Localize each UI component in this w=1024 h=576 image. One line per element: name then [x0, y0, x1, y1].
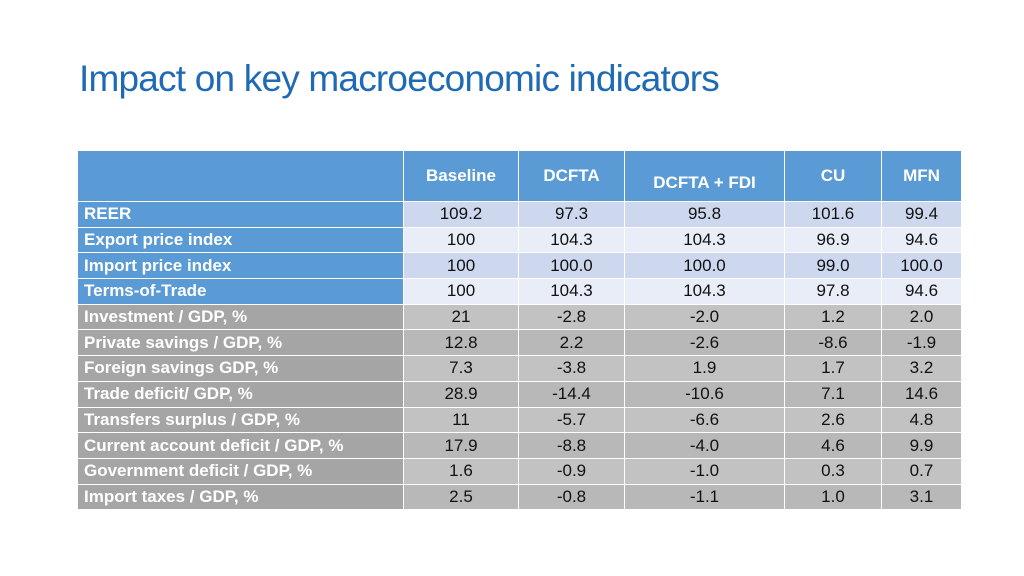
- header-mfn: MFN: [881, 150, 962, 202]
- row-label: Foreign savings GDP, %: [77, 355, 404, 382]
- row-label: Current account deficit / GDP, %: [77, 432, 404, 459]
- table-cell: -10.6: [624, 380, 785, 408]
- table-cell: 97.8: [784, 278, 882, 305]
- table-cell: -2.0: [624, 303, 785, 331]
- table-cell: 3.2: [881, 355, 962, 382]
- table-cell: 94.6: [881, 226, 962, 254]
- table-row: Import taxes / GDP, % 2.5 -0.8 -1.1 1.0 3.1: [77, 483, 962, 511]
- table-cell: 96.9: [784, 226, 882, 254]
- page-title: Impact on key macroeconomic indicators: [79, 58, 720, 99]
- table-row: Current account deficit / GDP, % 17.9 -8.8…: [77, 432, 962, 459]
- table-cell: -1.9: [881, 329, 962, 357]
- table-cell: -0.9: [518, 457, 625, 485]
- indicators-table: Baseline DCFTA DCFTA + FDI CU MFN REER 10…: [77, 150, 962, 511]
- table-cell: 1.6: [403, 457, 519, 485]
- table-cell: -1.0: [624, 457, 785, 485]
- table-cell: 95.8: [624, 201, 785, 228]
- table-cell: 17.9: [403, 432, 519, 459]
- table-cell: 100.0: [518, 252, 625, 280]
- table-cell: 21: [403, 303, 519, 331]
- table-cell: 3.1: [881, 483, 962, 511]
- table-cell: 2.5: [403, 483, 519, 511]
- table-cell: 109.2: [403, 201, 519, 228]
- table-cell: -5.7: [518, 406, 625, 434]
- table-row: Private savings / GDP, % 12.8 2.2 -2.6 -8.6-…: [77, 329, 962, 357]
- table-cell: 2.0: [881, 303, 962, 331]
- table-cell: 2.6: [784, 406, 882, 434]
- row-label: Private savings / GDP, %: [77, 329, 404, 357]
- table-cell: -1.1: [624, 483, 785, 511]
- table-cell: 9.9: [881, 432, 962, 459]
- table-row: Government deficit / GDP, % 1.6 -0.9 -1.0 0.…: [77, 457, 962, 485]
- header-row: Baseline DCFTA DCFTA + FDI CU MFN: [77, 150, 962, 202]
- table-cell: 11: [403, 406, 519, 434]
- table-cell: 100.0: [624, 252, 785, 280]
- table-cell: 14.6: [881, 380, 962, 408]
- table-row: Investment / GDP, % 21 -2.8 -2.0 1.2 2.0: [77, 303, 962, 331]
- table-cell: 1.9: [624, 355, 785, 382]
- table-cell: 100: [403, 252, 519, 280]
- table-row: Trade deficit/ GDP, % 28.9 -14.4 -10.6 7.1 14…: [77, 380, 962, 408]
- table-cell: 104.3: [624, 278, 785, 305]
- row-label: Terms-of-Trade: [77, 278, 404, 305]
- table-cell: 100.0: [881, 252, 962, 280]
- header-dcfta-fdi: DCFTA + FDI: [624, 150, 785, 202]
- table-cell: 1.0: [784, 483, 882, 511]
- table-row: Import price index 100 100.0 100.0 99.0 100.0: [77, 252, 962, 280]
- table-cell: 104.3: [518, 226, 625, 254]
- table-row: Transfers surplus / GDP, % 11 -5.7 -6.6 2.6 4…: [77, 406, 962, 434]
- header-baseline: Baseline: [403, 150, 519, 202]
- table-cell: -8.8: [518, 432, 625, 459]
- header-empty: [77, 150, 404, 202]
- row-label: Export price index: [77, 226, 404, 254]
- table-cell: -0.8: [518, 483, 625, 511]
- table-cell: -14.4: [518, 380, 625, 408]
- table-row: REER 109.2 97.3 95.8 101.6 99.4: [77, 201, 962, 228]
- table-cell: -2.6: [624, 329, 785, 357]
- table-cell: 2.2: [518, 329, 625, 357]
- table-row: Terms-of-Trade 100 104.3 104.3 97.8 94.6: [77, 278, 962, 305]
- table-row: Export price index 100 104.3 104.3 96.9 94.6: [77, 226, 962, 254]
- table-cell: -6.6: [624, 406, 785, 434]
- table-cell: 97.3: [518, 201, 625, 228]
- row-label: Trade deficit/ GDP, %: [77, 380, 404, 408]
- table-cell: 1.7: [784, 355, 882, 382]
- table-cell: -8.6: [784, 329, 882, 357]
- table-cell: 7.3: [403, 355, 519, 382]
- table-cell: 28.9: [403, 380, 519, 408]
- table-cell: 99.0: [784, 252, 882, 280]
- table-cell: 101.6: [784, 201, 882, 228]
- row-label: Transfers surplus / GDP, %: [77, 406, 404, 434]
- table-cell: 1.2: [784, 303, 882, 331]
- table-cell: -3.8: [518, 355, 625, 382]
- table-cell: 104.3: [624, 226, 785, 254]
- table-cell: 4.6: [784, 432, 882, 459]
- row-label: REER: [77, 201, 404, 228]
- table-cell: 12.8: [403, 329, 519, 357]
- table-cell: 0.7: [881, 457, 962, 485]
- row-label: Government deficit / GDP, %: [77, 457, 404, 485]
- header-cu: CU: [784, 150, 882, 202]
- header-dcfta: DCFTA: [518, 150, 625, 202]
- row-label: Investment / GDP, %: [77, 303, 404, 331]
- table-row: Foreign savings GDP, % 7.3 -3.8 1.9 1.7 3.2: [77, 355, 962, 382]
- table-cell: -2.8: [518, 303, 625, 331]
- table-cell: 7.1: [784, 380, 882, 408]
- table-cell: 94.6: [881, 278, 962, 305]
- row-label: Import price index: [77, 252, 404, 280]
- table-cell: 4.8: [881, 406, 962, 434]
- table-cell: 100: [403, 278, 519, 305]
- table-cell: 104.3: [518, 278, 625, 305]
- table-cell: 0.3: [784, 457, 882, 485]
- row-label: Import taxes / GDP, %: [77, 483, 404, 511]
- table-cell: -4.0: [624, 432, 785, 459]
- table-cell: 100: [403, 226, 519, 254]
- table-cell: 99.4: [881, 201, 962, 228]
